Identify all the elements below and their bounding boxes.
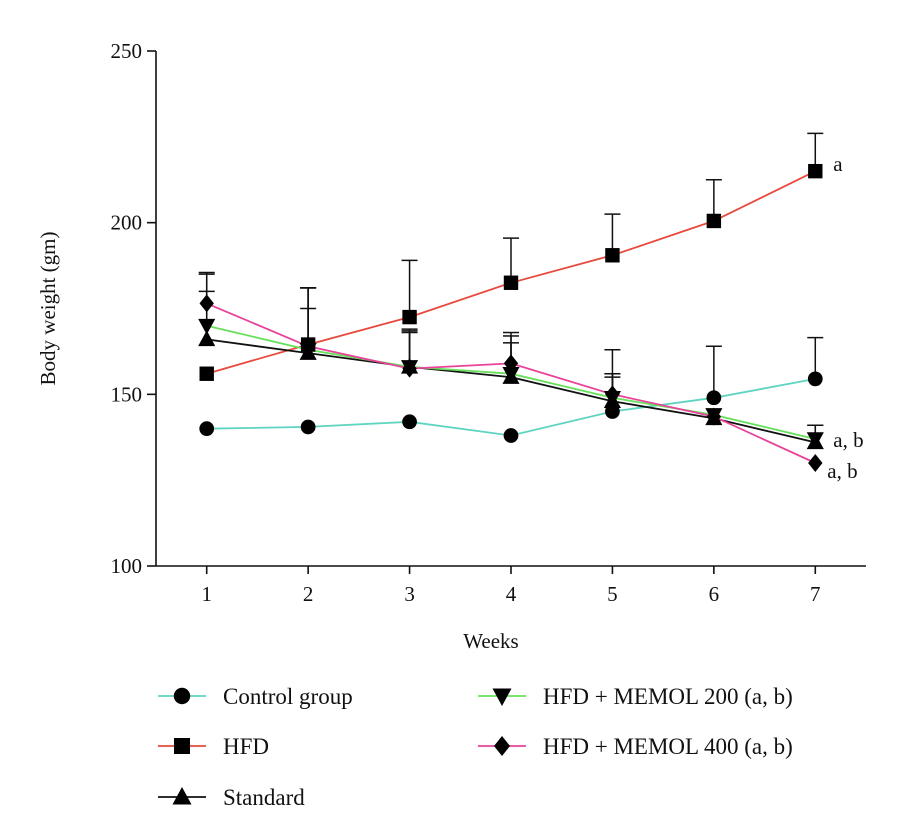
legend-item-hfd-memol-400-a-b: HFD + MEMOL 400 (a, b) — [478, 734, 793, 759]
data-point-hfd — [402, 309, 417, 325]
data-point-control-group — [706, 390, 722, 406]
x-tick-label: 3 — [404, 582, 415, 606]
x-tick-label: 2 — [303, 582, 314, 606]
annotation-label: a, b — [827, 459, 857, 483]
error-bars — [198, 132, 824, 443]
data-point-hfd — [808, 163, 823, 179]
data-point-hfd-memol-400-a-b — [808, 454, 823, 472]
data-point-standard — [198, 330, 216, 347]
legend-item-standard: Standard — [158, 785, 305, 810]
data-point-control-group — [807, 371, 823, 387]
y-tick-label: 100 — [111, 554, 143, 578]
data-point-control-group — [300, 419, 316, 435]
data-point-hfd-memol-400-a-b — [300, 337, 316, 356]
legend-item-hfd-memol-200-a-b: HFD + MEMOL 200 (a, b) — [478, 684, 793, 709]
y-tick-label: 150 — [111, 382, 143, 406]
legend-label: HFD — [223, 734, 269, 759]
annotation-label: a, b — [833, 428, 863, 452]
y-tick-label: 200 — [111, 211, 143, 235]
x-tick-label: 7 — [810, 582, 821, 606]
annotations: a a, b a, b — [827, 152, 863, 483]
legend-label: HFD + MEMOL 400 (a, b) — [543, 734, 793, 759]
x-tick-label: 1 — [201, 582, 212, 606]
legend: Control group HFD Standard HFD + MEMOL 200 … — [158, 684, 793, 810]
series-markers — [198, 163, 824, 472]
legend-item-hfd: HFD — [158, 734, 269, 759]
x-tick-label: 4 — [506, 582, 517, 606]
x-tick-label: 6 — [709, 582, 720, 606]
legend-marker — [172, 787, 192, 805]
legend-marker — [173, 687, 191, 705]
legend-marker — [174, 738, 190, 754]
legend-item-control-group: Control group — [158, 684, 353, 709]
x-tick-label: 5 — [607, 582, 618, 606]
legend-marker — [492, 688, 512, 706]
data-point-hfd-memol-200-a-b — [502, 366, 520, 383]
data-point-hfd-memol-400-a-b — [402, 359, 417, 378]
y-axis-title: Body weight (gm) — [36, 232, 60, 386]
data-point-hfd-memol-200-a-b — [198, 318, 216, 335]
data-point-hfd-memol-400-a-b — [199, 294, 214, 313]
y-tick-label: 250 — [111, 39, 143, 63]
data-point-hfd — [605, 248, 620, 263]
data-point-hfd-memol-400-a-b — [503, 354, 519, 373]
data-point-hfd-memol-400-a-b — [605, 385, 620, 404]
data-point-hfd-memol-400-a-b — [706, 407, 722, 426]
legend-label: Control group — [223, 684, 353, 709]
data-point-hfd — [706, 213, 722, 229]
annotation-label: a — [833, 152, 843, 176]
legend-label: Standard — [223, 785, 305, 810]
x-axis-title: Weeks — [463, 629, 518, 653]
axes: 1 2 3 4 5 6 7 100 150 200 250 Weeks Body weight (gm) — [36, 39, 866, 653]
legend-marker — [494, 736, 510, 756]
data-point-hfd-memol-200-a-b — [806, 432, 824, 448]
data-point-control-group — [503, 428, 519, 443]
data-point-control-group — [199, 421, 215, 437]
series-line-control-group — [206, 378, 816, 437]
series-lines — [206, 170, 816, 464]
data-point-hfd — [503, 275, 519, 290]
legend-label: HFD + MEMOL 200 (a, b) — [543, 684, 793, 709]
data-point-hfd — [199, 366, 214, 381]
data-point-control-group — [402, 414, 417, 430]
